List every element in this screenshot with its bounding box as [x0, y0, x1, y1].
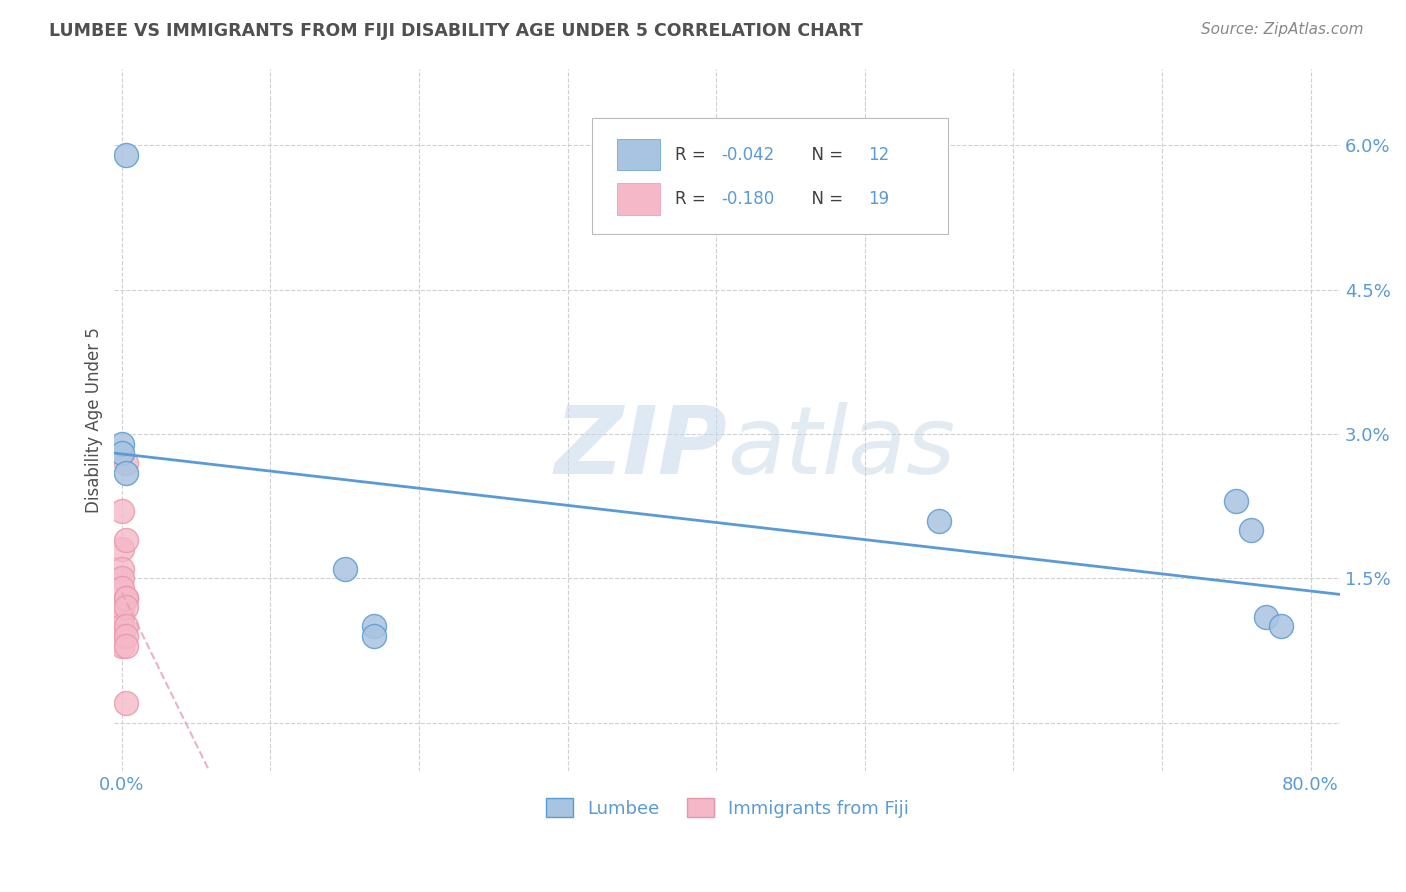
- Text: LUMBEE VS IMMIGRANTS FROM FIJI DISABILITY AGE UNDER 5 CORRELATION CHART: LUMBEE VS IMMIGRANTS FROM FIJI DISABILIT…: [49, 22, 863, 40]
- Y-axis label: Disability Age Under 5: Disability Age Under 5: [86, 326, 103, 513]
- FancyBboxPatch shape: [592, 118, 948, 234]
- Point: [115, 600, 138, 615]
- Point: [115, 591, 138, 605]
- Point: [111, 619, 134, 633]
- Text: N =: N =: [801, 190, 848, 208]
- Point: [111, 542, 134, 557]
- Text: 12: 12: [869, 145, 890, 163]
- Point: [333, 562, 356, 576]
- Text: N =: N =: [801, 145, 848, 163]
- Point: [115, 148, 138, 162]
- Point: [363, 629, 385, 643]
- Point: [115, 697, 138, 711]
- Legend: Lumbee, Immigrants from Fiji: Lumbee, Immigrants from Fiji: [538, 791, 917, 825]
- Text: R =: R =: [675, 145, 710, 163]
- Point: [115, 619, 138, 633]
- FancyBboxPatch shape: [617, 183, 659, 215]
- Point: [115, 466, 138, 480]
- Point: [111, 571, 134, 585]
- Point: [115, 456, 138, 470]
- Point: [928, 514, 950, 528]
- Point: [111, 562, 134, 576]
- Point: [115, 639, 138, 653]
- Text: ZIP: ZIP: [554, 401, 727, 493]
- Point: [111, 504, 134, 518]
- Point: [1254, 609, 1277, 624]
- Point: [111, 609, 134, 624]
- Point: [111, 581, 134, 595]
- Point: [111, 436, 134, 450]
- Text: -0.042: -0.042: [721, 145, 775, 163]
- Text: R =: R =: [675, 190, 710, 208]
- Point: [1240, 523, 1263, 537]
- Point: [111, 446, 134, 460]
- Point: [115, 629, 138, 643]
- FancyBboxPatch shape: [617, 139, 659, 170]
- Point: [111, 639, 134, 653]
- Point: [1270, 619, 1292, 633]
- Point: [363, 619, 385, 633]
- Point: [111, 600, 134, 615]
- Point: [115, 591, 138, 605]
- Text: 19: 19: [869, 190, 890, 208]
- Text: atlas: atlas: [727, 402, 956, 493]
- Point: [115, 533, 138, 547]
- Text: -0.180: -0.180: [721, 190, 775, 208]
- Text: Source: ZipAtlas.com: Source: ZipAtlas.com: [1201, 22, 1364, 37]
- Point: [111, 629, 134, 643]
- Point: [1225, 494, 1247, 508]
